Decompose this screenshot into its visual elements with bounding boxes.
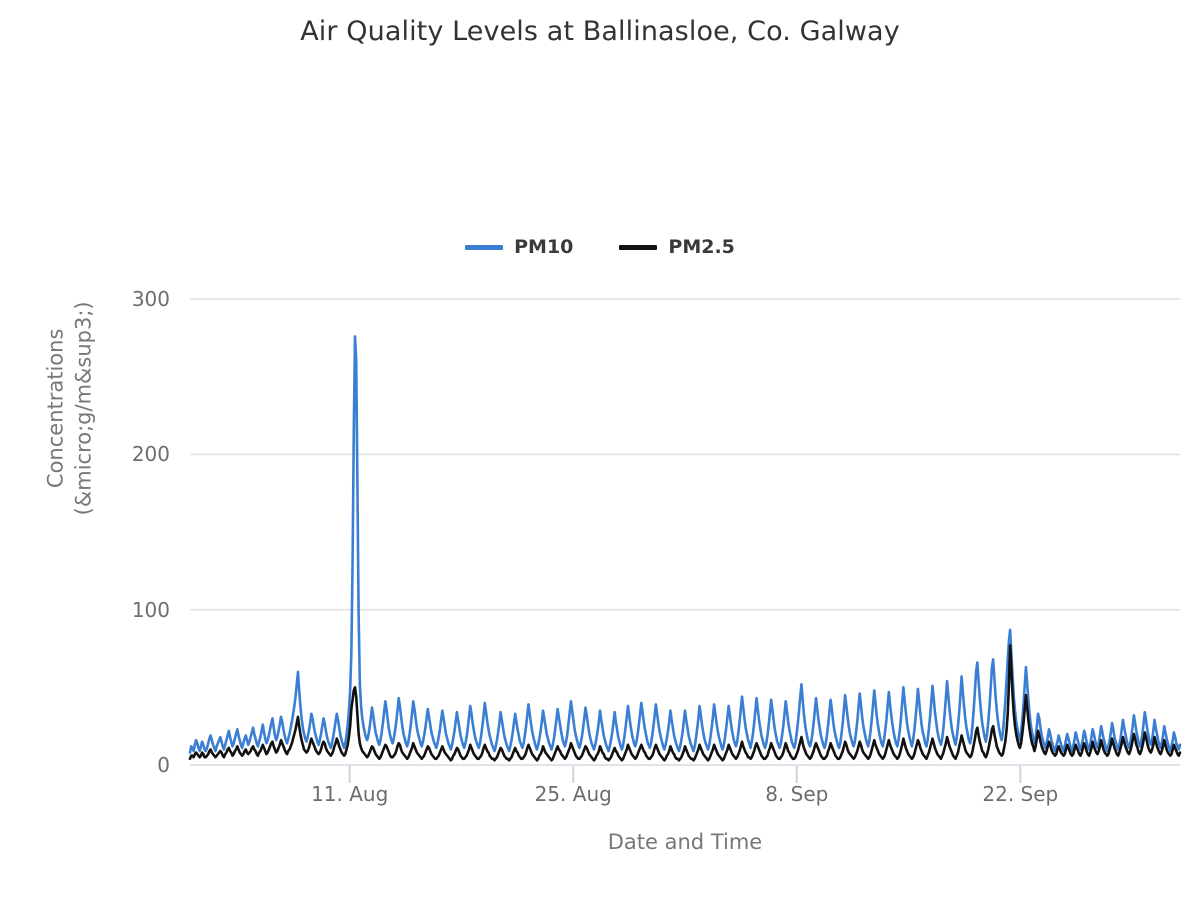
y-axis-title: Concentrations (&micro;g/m&sup3;) bbox=[42, 208, 99, 608]
legend-swatch-pm10 bbox=[465, 244, 504, 250]
legend-label-pm25: PM2.5 bbox=[668, 236, 735, 258]
legend-item-pm25[interactable]: PM2.5 bbox=[619, 236, 735, 258]
y-axis-title-line1: Concentrations bbox=[43, 328, 68, 489]
legend-swatch-pm25 bbox=[619, 244, 658, 250]
chart-title: Air Quality Levels at Ballinasloe, Co. G… bbox=[300, 16, 900, 47]
y-tick-label: 0 bbox=[157, 753, 170, 777]
legend-label-pm10: PM10 bbox=[514, 236, 574, 258]
series-line-pm25 bbox=[188, 644, 1182, 762]
x-axis-title: Date and Time bbox=[607, 830, 763, 854]
y-tick-label: 100 bbox=[131, 597, 170, 622]
series-line-pm10 bbox=[188, 335, 1182, 754]
chart-legend: PM10 PM2.5 bbox=[0, 236, 1200, 258]
x-tick-label: 8. Sep bbox=[765, 782, 829, 806]
x-tick-label: 11. Aug bbox=[311, 782, 389, 806]
x-tick-label: 22. Sep bbox=[982, 782, 1059, 806]
x-tick-marks bbox=[348, 766, 1022, 783]
y-axis-ticks: 0 100 200 300 bbox=[108, 0, 170, 900]
y-tick-label: 200 bbox=[131, 442, 170, 467]
gridlines bbox=[190, 298, 1180, 766]
legend-item-pm10[interactable]: PM10 bbox=[465, 236, 573, 258]
y-tick-label: 300 bbox=[131, 287, 170, 312]
x-tick-label: 25. Aug bbox=[534, 782, 612, 806]
y-axis-title-line2: (&micro;g/m&sup3;) bbox=[72, 301, 96, 516]
